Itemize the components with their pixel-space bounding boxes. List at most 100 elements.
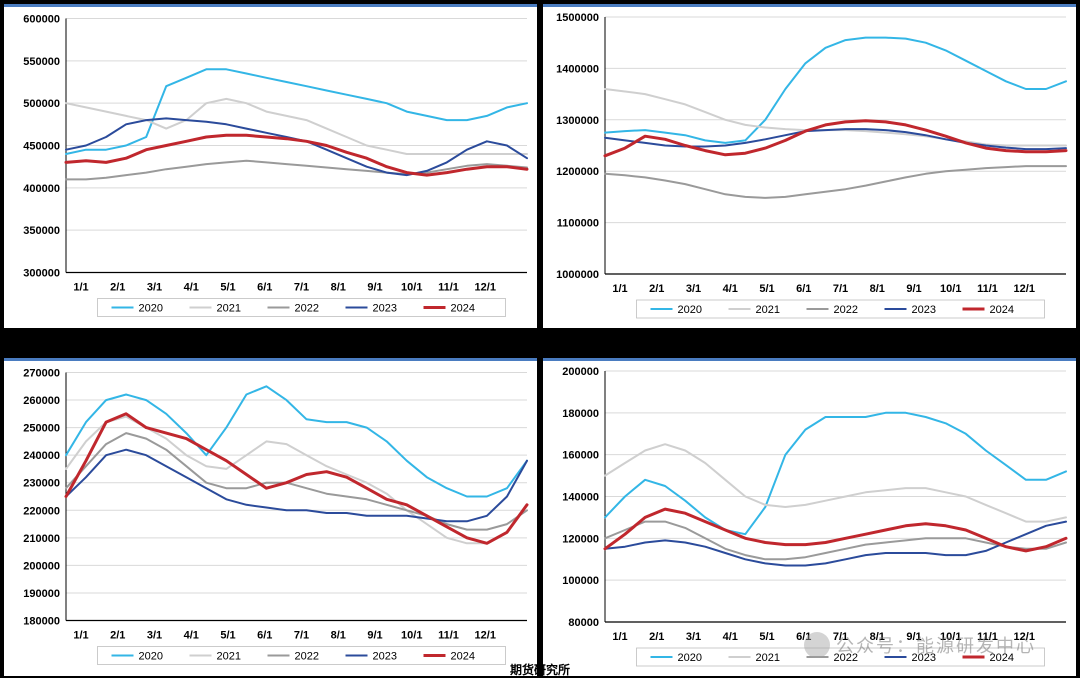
svg-text:7/1: 7/1 (294, 282, 309, 294)
svg-text:200000: 200000 (562, 366, 599, 378)
svg-text:11/1: 11/1 (438, 630, 459, 642)
svg-text:12/1: 12/1 (475, 282, 496, 294)
svg-text:2021: 2021 (756, 652, 780, 664)
svg-text:500000: 500000 (23, 98, 60, 110)
svg-text:550000: 550000 (23, 56, 60, 68)
svg-text:2022: 2022 (834, 652, 858, 664)
svg-text:6/1: 6/1 (257, 630, 272, 642)
svg-text:2021: 2021 (756, 304, 780, 316)
series-y2020 (605, 413, 1066, 534)
svg-text:10/1: 10/1 (940, 631, 961, 643)
svg-text:2/1: 2/1 (110, 630, 125, 642)
svg-text:1100000: 1100000 (557, 218, 599, 230)
svg-text:1/1: 1/1 (73, 630, 88, 642)
svg-text:10/1: 10/1 (940, 283, 961, 295)
svg-text:11/1: 11/1 (977, 631, 998, 643)
svg-text:1300000: 1300000 (556, 115, 599, 127)
svg-text:4/1: 4/1 (723, 631, 738, 643)
svg-text:6/1: 6/1 (796, 631, 811, 643)
chart-panel-top-left: 300000 350000 400000 450000 500000 550000 6000… (4, 4, 537, 328)
svg-text:1400000: 1400000 (556, 63, 599, 75)
svg-text:5/1: 5/1 (759, 283, 774, 295)
svg-text:7/1: 7/1 (833, 283, 848, 295)
svg-text:350000: 350000 (23, 225, 60, 237)
svg-text:2024: 2024 (990, 652, 1014, 664)
chart-svg: 300000 350000 400000 450000 500000 550000 6000… (4, 7, 537, 328)
svg-text:120000: 120000 (562, 533, 599, 545)
svg-text:12/1: 12/1 (475, 630, 496, 642)
svg-text:4/1: 4/1 (184, 630, 199, 642)
svg-text:11/1: 11/1 (977, 283, 998, 295)
svg-text:180000: 180000 (23, 616, 60, 628)
svg-text:3/1: 3/1 (147, 282, 162, 294)
series-y2023 (605, 129, 1066, 149)
svg-text:1/1: 1/1 (612, 631, 627, 643)
svg-text:12/1: 12/1 (1014, 283, 1035, 295)
chart-svg: 1800001900002000002100002200002300002400… (4, 361, 537, 676)
svg-text:2022: 2022 (295, 651, 319, 663)
svg-text:2021: 2021 (217, 303, 241, 315)
svg-text:4/1: 4/1 (723, 283, 738, 295)
svg-text:6/1: 6/1 (796, 283, 811, 295)
svg-text:270000: 270000 (23, 368, 60, 380)
svg-text:2022: 2022 (295, 303, 319, 315)
svg-text:7/1: 7/1 (833, 631, 848, 643)
svg-text:2/1: 2/1 (649, 631, 664, 643)
svg-text:2024: 2024 (990, 304, 1014, 316)
chart-svg: 80000 100000 120000 140000 160000 180000 20000… (543, 361, 1076, 676)
svg-text:1500000: 1500000 (556, 12, 599, 24)
series-y2021 (605, 89, 1066, 146)
svg-text:450000: 450000 (23, 141, 60, 153)
svg-text:6/1: 6/1 (257, 282, 272, 294)
svg-text:5/1: 5/1 (220, 630, 235, 642)
chart-grid: 300000 350000 400000 450000 500000 550000 6000… (0, 0, 1080, 678)
svg-text:9/1: 9/1 (906, 631, 921, 643)
svg-text:2021: 2021 (217, 651, 241, 663)
svg-text:8/1: 8/1 (870, 631, 885, 643)
series-y2020 (605, 38, 1066, 143)
svg-text:4/1: 4/1 (184, 282, 199, 294)
svg-text:1000000: 1000000 (556, 269, 599, 281)
series-y2024 (66, 414, 527, 544)
svg-text:1200000: 1200000 (556, 166, 599, 178)
svg-text:210000: 210000 (23, 533, 60, 545)
svg-text:3/1: 3/1 (686, 631, 701, 643)
svg-text:9/1: 9/1 (367, 630, 382, 642)
svg-text:8/1: 8/1 (870, 283, 885, 295)
svg-text:2024: 2024 (451, 303, 475, 315)
svg-text:2/1: 2/1 (649, 283, 664, 295)
svg-text:10/1: 10/1 (401, 630, 422, 642)
svg-text:2020: 2020 (139, 303, 163, 315)
svg-text:2020: 2020 (678, 304, 702, 316)
svg-text:1/1: 1/1 (612, 283, 627, 295)
svg-text:2023: 2023 (373, 303, 397, 315)
svg-text:300000: 300000 (23, 268, 60, 280)
svg-text:2023: 2023 (912, 304, 936, 316)
svg-text:80000: 80000 (568, 617, 599, 629)
svg-text:180000: 180000 (562, 408, 599, 420)
svg-text:1/1: 1/1 (73, 282, 88, 294)
series-y2022 (66, 433, 527, 529)
svg-text:2023: 2023 (912, 652, 936, 664)
svg-text:2023: 2023 (373, 651, 397, 663)
svg-text:3/1: 3/1 (147, 630, 162, 642)
svg-text:8/1: 8/1 (331, 282, 346, 294)
svg-text:2022: 2022 (834, 304, 858, 316)
svg-text:160000: 160000 (562, 450, 599, 462)
svg-text:5/1: 5/1 (220, 282, 235, 294)
svg-text:400000: 400000 (23, 183, 60, 195)
svg-text:12/1: 12/1 (1014, 631, 1035, 643)
svg-text:600000: 600000 (23, 14, 60, 26)
svg-text:250000: 250000 (23, 423, 60, 435)
svg-text:9/1: 9/1 (367, 282, 382, 294)
svg-text:260000: 260000 (23, 395, 60, 407)
svg-text:140000: 140000 (562, 492, 599, 504)
svg-text:5/1: 5/1 (759, 631, 774, 643)
svg-text:100000: 100000 (562, 575, 599, 587)
svg-text:2024: 2024 (451, 651, 475, 663)
svg-text:200000: 200000 (23, 560, 60, 572)
svg-text:3/1: 3/1 (686, 283, 701, 295)
svg-text:240000: 240000 (23, 450, 60, 462)
svg-text:2020: 2020 (139, 651, 163, 663)
svg-text:2/1: 2/1 (110, 282, 125, 294)
